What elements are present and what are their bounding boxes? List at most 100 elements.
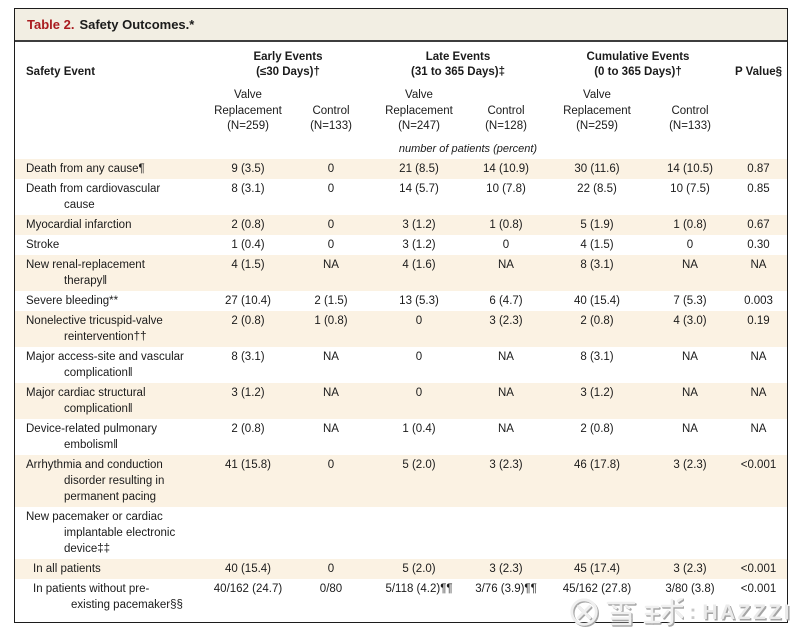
table-title-number: Table 2. (27, 17, 75, 32)
table-body: Death from any cause¶ 9 (3.5) 0 21 (8.5) 14 … (15, 158, 787, 615)
row-label: New pacemaker or cardiac implantable ele… (26, 510, 176, 555)
cell-value: 4 (1.5) (580, 238, 614, 251)
cell-value: 14 (10.9) (482, 162, 530, 175)
row-label: Arrhythmia and conduction disorder resul… (26, 458, 165, 503)
units-note: number of patients (percent) (398, 142, 538, 155)
row-label: Nonelective tricuspid-valve reinterventi… (26, 314, 163, 343)
cell-value: 45 (17.4) (573, 562, 621, 575)
cell-value: 3 (1.2) (402, 238, 436, 251)
cell-value: 10 (7.5) (670, 182, 710, 195)
cell-value: NA (682, 258, 698, 271)
cell-value: NA (750, 422, 767, 435)
cell-value: 6 (4.7) (489, 294, 523, 307)
cell-value: 2 (1.5) (314, 294, 348, 307)
row-label: Device-related pulmonary embolism‖ (26, 422, 158, 451)
subcolumn-row: Valve Replacement (N=259) Control (N=133… (15, 88, 787, 135)
cell-value: 3 (1.2) (231, 386, 265, 399)
cell-value: 0 (415, 350, 423, 363)
cell-value: 14 (5.7) (399, 182, 439, 195)
cell-value: 2 (0.8) (580, 314, 614, 327)
cell-value: <0.001 (740, 458, 777, 471)
row-label: In all patients (33, 562, 101, 575)
cell-value: 1 (0.8) (314, 314, 348, 327)
cell-value: NA (750, 386, 767, 399)
cell-value: 0.87 (747, 162, 770, 175)
subcolumn-valve-replacement-early: Valve Replacement (N=259) (214, 89, 282, 132)
cell-value: 40 (15.4) (224, 562, 272, 575)
table-header: Safety Event Early Events (≤30 Days)† La… (15, 42, 787, 157)
cell-value: 7 (5.3) (673, 294, 707, 307)
cell-value: 8 (3.1) (231, 182, 265, 195)
subcolumn-valve-replacement-cumulative: Valve Replacement (N=259) (563, 89, 631, 132)
cell-value: 0 (327, 238, 335, 251)
table-title-bar: Table 2. Safety Outcomes.* (15, 9, 787, 42)
cell-value: 2 (0.8) (231, 422, 265, 435)
cell-value: 0.67 (747, 218, 770, 231)
cell-value: NA (498, 350, 514, 363)
cell-value: 5 (2.0) (402, 458, 436, 471)
cell-value: 3 (2.3) (673, 562, 707, 575)
row-label: Death from any cause¶ (26, 162, 145, 175)
cell-value: 13 (5.3) (399, 294, 439, 307)
cell-value: 0 (415, 386, 423, 399)
cell-value: 0 (327, 162, 335, 175)
table-row: Major access-site and vascular complicat… (15, 347, 787, 383)
cell-value: 3 (2.3) (673, 458, 707, 471)
subcolumn-control-late: Control (N=128) (485, 104, 527, 133)
subcolumn-valve-replacement-late: Valve Replacement (N=247) (385, 89, 453, 132)
cell-value: 1 (0.8) (489, 218, 523, 231)
column-header-p-value: P Value§ (734, 66, 783, 78)
row-label: New renal-replacement therapy‖ (26, 258, 145, 287)
cell-value: 8 (3.1) (580, 258, 614, 271)
cell-value: NA (682, 422, 698, 435)
row-label: Major cardiac structural complication‖ (26, 386, 146, 415)
table-row: In patients without pre- existing pacema… (15, 579, 787, 615)
cell-value: 3 (1.2) (402, 218, 436, 231)
cell-value: 5 (1.9) (580, 218, 614, 231)
cell-value: 0 (686, 238, 694, 251)
cell-value: 4 (1.5) (231, 258, 265, 271)
table-title-text: Safety Outcomes.* (79, 17, 195, 32)
cell-value: NA (498, 386, 514, 399)
cell-value: 40/162 (24.7) (213, 582, 283, 595)
cell-value: 0/80 (319, 582, 343, 595)
cell-value: NA (323, 258, 339, 271)
column-header-safety-event: Safety Event (26, 66, 96, 78)
cell-value: 0 (327, 218, 335, 231)
subcolumn-control-early: Control (N=133) (310, 104, 352, 133)
cell-value: 0.003 (744, 294, 773, 307)
row-label: Major access-site and vascular complicat… (26, 350, 184, 379)
cell-value: NA (750, 350, 767, 363)
column-group-row: Safety Event Early Events (≤30 Days)† La… (15, 50, 787, 80)
cell-value: NA (323, 386, 339, 399)
cell-value: 14 (10.5) (666, 162, 714, 175)
cell-value: 1 (0.4) (231, 238, 265, 251)
cell-value: 1 (0.8) (673, 218, 707, 231)
cell-value: 27 (10.4) (224, 294, 272, 307)
cell-value: 2 (0.8) (231, 218, 265, 231)
row-label: In patients without pre- existing pacema… (33, 582, 183, 611)
table-row: Major cardiac structural complication‖ 3 … (15, 382, 787, 419)
subcolumn-control-cumulative: Control (N=133) (669, 104, 711, 133)
cell-value: NA (498, 422, 514, 435)
cell-value: NA (323, 350, 339, 363)
cell-value: NA (750, 258, 767, 271)
cell-value: 10 (7.8) (486, 182, 526, 195)
cell-value: 45/162 (27.8) (562, 582, 632, 595)
cell-value: 0 (327, 182, 335, 195)
cell-value: 22 (8.5) (577, 182, 617, 195)
cell-value: 9 (3.5) (231, 162, 265, 175)
column-group-cumulative-events: Cumulative Events (0 to 365 Days)† (586, 51, 690, 78)
row-label: Severe bleeding** (26, 294, 119, 307)
cell-value: <0.001 (740, 562, 777, 575)
table-row: Myocardial infarction 2 (0.8) 0 3 (1.2) 1 (0… (15, 214, 787, 235)
row-label: Stroke (26, 238, 60, 251)
cell-value: 3 (2.3) (489, 314, 523, 327)
cell-value: 30 (11.6) (574, 162, 620, 175)
cell-value: 3/80 (3.8) (665, 582, 715, 595)
cell-value: 2 (0.8) (580, 422, 614, 435)
cell-value: 0.85 (747, 182, 770, 195)
column-group-late-events: Late Events (31 to 365 Days)‡ (411, 51, 505, 78)
cell-value: 0.30 (747, 238, 770, 251)
